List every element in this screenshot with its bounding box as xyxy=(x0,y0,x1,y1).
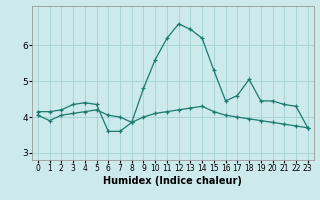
X-axis label: Humidex (Indice chaleur): Humidex (Indice chaleur) xyxy=(103,176,242,186)
